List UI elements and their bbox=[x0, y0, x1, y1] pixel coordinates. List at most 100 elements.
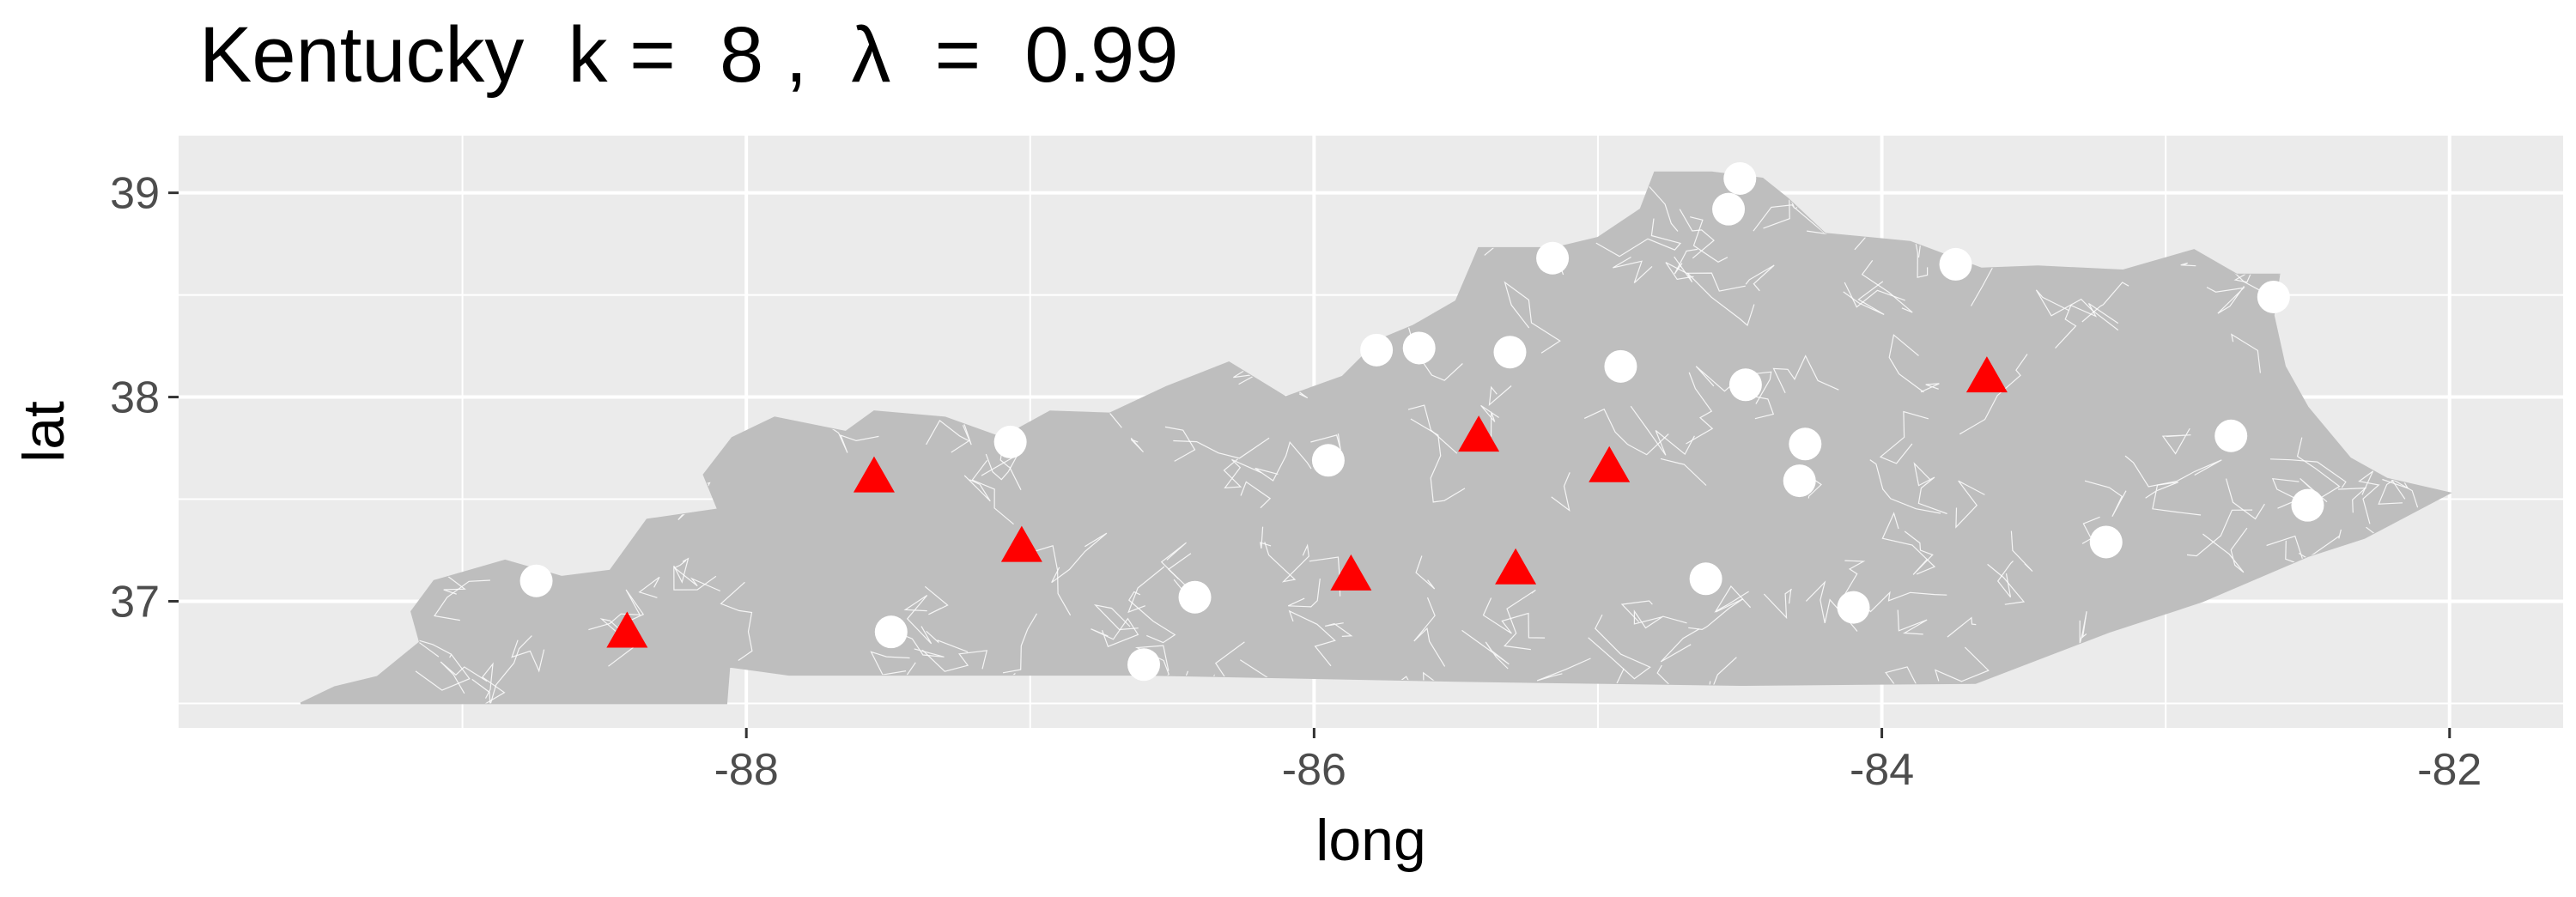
county-boundary bbox=[1996, 561, 2014, 598]
candidate-point bbox=[993, 425, 1027, 458]
county-boundary bbox=[926, 630, 969, 652]
county-boundary bbox=[1897, 609, 1928, 635]
county-boundary bbox=[1164, 426, 1196, 462]
county-boundary bbox=[471, 635, 532, 704]
candidate-point bbox=[1178, 580, 1212, 614]
county-boundary bbox=[963, 475, 991, 502]
county-boundary bbox=[1688, 598, 1744, 631]
county-boundary bbox=[673, 557, 717, 591]
candidate-point bbox=[1939, 247, 1972, 281]
county-boundary bbox=[1551, 472, 1571, 512]
x-tick-label: -86 bbox=[1282, 745, 1346, 795]
county-boundary bbox=[2358, 470, 2380, 524]
county-boundary bbox=[1264, 542, 1309, 583]
county-boundary bbox=[1987, 563, 2026, 605]
county-boundary bbox=[1869, 459, 1941, 514]
county-boundary bbox=[1480, 404, 1499, 437]
county-boundary bbox=[2186, 509, 2253, 557]
county-boundary bbox=[2269, 458, 2347, 488]
county-boundary bbox=[1410, 418, 1466, 503]
county-boundary bbox=[1772, 355, 1839, 393]
candidate-point bbox=[1723, 161, 1757, 195]
county-boundary bbox=[588, 589, 645, 631]
x-tick-label: -84 bbox=[1850, 745, 1914, 795]
county-boundary bbox=[971, 459, 1014, 525]
county-boundary bbox=[1888, 334, 1924, 393]
county-boundary bbox=[2161, 427, 2191, 455]
county-boundary bbox=[1588, 614, 1651, 680]
county-boundary bbox=[720, 581, 753, 661]
county-boundary bbox=[1763, 588, 1792, 620]
county-boundary bbox=[870, 651, 910, 676]
county-boundary bbox=[1660, 628, 1700, 663]
county-boundary bbox=[2310, 529, 2342, 557]
county-boundary bbox=[903, 595, 933, 645]
county-boundary bbox=[2084, 480, 2127, 517]
county-boundary bbox=[1288, 609, 1336, 667]
plot-title: Kentucky k = 8 , λ = 0.99 bbox=[199, 11, 1179, 99]
selected-points bbox=[606, 356, 2008, 648]
county-boundary bbox=[2225, 478, 2265, 520]
county-boundary bbox=[1310, 433, 1341, 451]
candidate-point bbox=[1311, 444, 1345, 477]
county-boundary bbox=[2180, 262, 2196, 267]
selected-point bbox=[1965, 356, 2008, 393]
county-boundary bbox=[2202, 527, 2248, 573]
county-boundary bbox=[1844, 282, 1905, 308]
county-boundary bbox=[1861, 260, 1913, 313]
county-boundary bbox=[1660, 458, 1707, 486]
county-boundary bbox=[1630, 405, 1695, 456]
county-boundary bbox=[1904, 530, 1934, 575]
county-boundary bbox=[2081, 516, 2100, 544]
county-boundary bbox=[1255, 440, 1312, 482]
county-boundary bbox=[673, 560, 721, 592]
candidate-point bbox=[1536, 241, 1570, 275]
county-boundary bbox=[1745, 264, 1775, 292]
county-boundary bbox=[1536, 658, 1591, 682]
x-axis-title: long bbox=[1315, 808, 1426, 873]
county-boundary bbox=[2206, 286, 2245, 314]
candidate-points bbox=[519, 161, 2324, 682]
selected-point bbox=[606, 611, 648, 648]
x-axis-ticks: -88 -86 -84 -82 bbox=[714, 728, 2482, 795]
candidate-point bbox=[1360, 333, 1394, 367]
county-boundary bbox=[1913, 462, 1947, 515]
county-boundary bbox=[818, 419, 879, 453]
county-boundary bbox=[926, 419, 970, 453]
county-boundary bbox=[1130, 437, 1144, 453]
county-boundary bbox=[2296, 437, 2341, 503]
county-boundary bbox=[1127, 566, 1165, 614]
candidate-point bbox=[1837, 591, 1870, 624]
county-boundary bbox=[1504, 281, 1561, 354]
selected-point bbox=[1495, 548, 1537, 585]
county-boundary bbox=[1843, 281, 1885, 315]
county-boundary bbox=[1934, 646, 1990, 682]
candidate-point bbox=[1689, 562, 1722, 596]
y-tick-label: 37 bbox=[110, 577, 160, 627]
candidate-point bbox=[2215, 419, 2248, 452]
county-boundary bbox=[1686, 372, 1714, 445]
candidate-point bbox=[1783, 464, 1816, 498]
candidate-point bbox=[2257, 280, 2290, 313]
county-boundary bbox=[1128, 591, 1176, 644]
candidate-point bbox=[2291, 488, 2324, 522]
county-boundary bbox=[1674, 256, 1755, 327]
county-boundary bbox=[477, 662, 506, 704]
county-boundary bbox=[1613, 256, 1653, 284]
county-boundary bbox=[1091, 617, 1139, 647]
candidate-point bbox=[519, 564, 553, 597]
county-boundary bbox=[1620, 600, 1653, 622]
county-boundary bbox=[1633, 609, 1687, 629]
county-boundary bbox=[511, 639, 545, 673]
county-boundary bbox=[599, 618, 638, 667]
y-tick-label: 38 bbox=[110, 373, 160, 423]
selected-point bbox=[1589, 445, 1631, 482]
county-boundary bbox=[1093, 603, 1139, 631]
county-boundary bbox=[415, 653, 471, 691]
county-boundary bbox=[1955, 480, 1985, 529]
county-boundary bbox=[1920, 383, 1940, 393]
selected-point bbox=[1000, 525, 1042, 562]
y-axis-ticks: 37 38 39 bbox=[110, 169, 179, 627]
county-boundary bbox=[1407, 404, 1458, 454]
